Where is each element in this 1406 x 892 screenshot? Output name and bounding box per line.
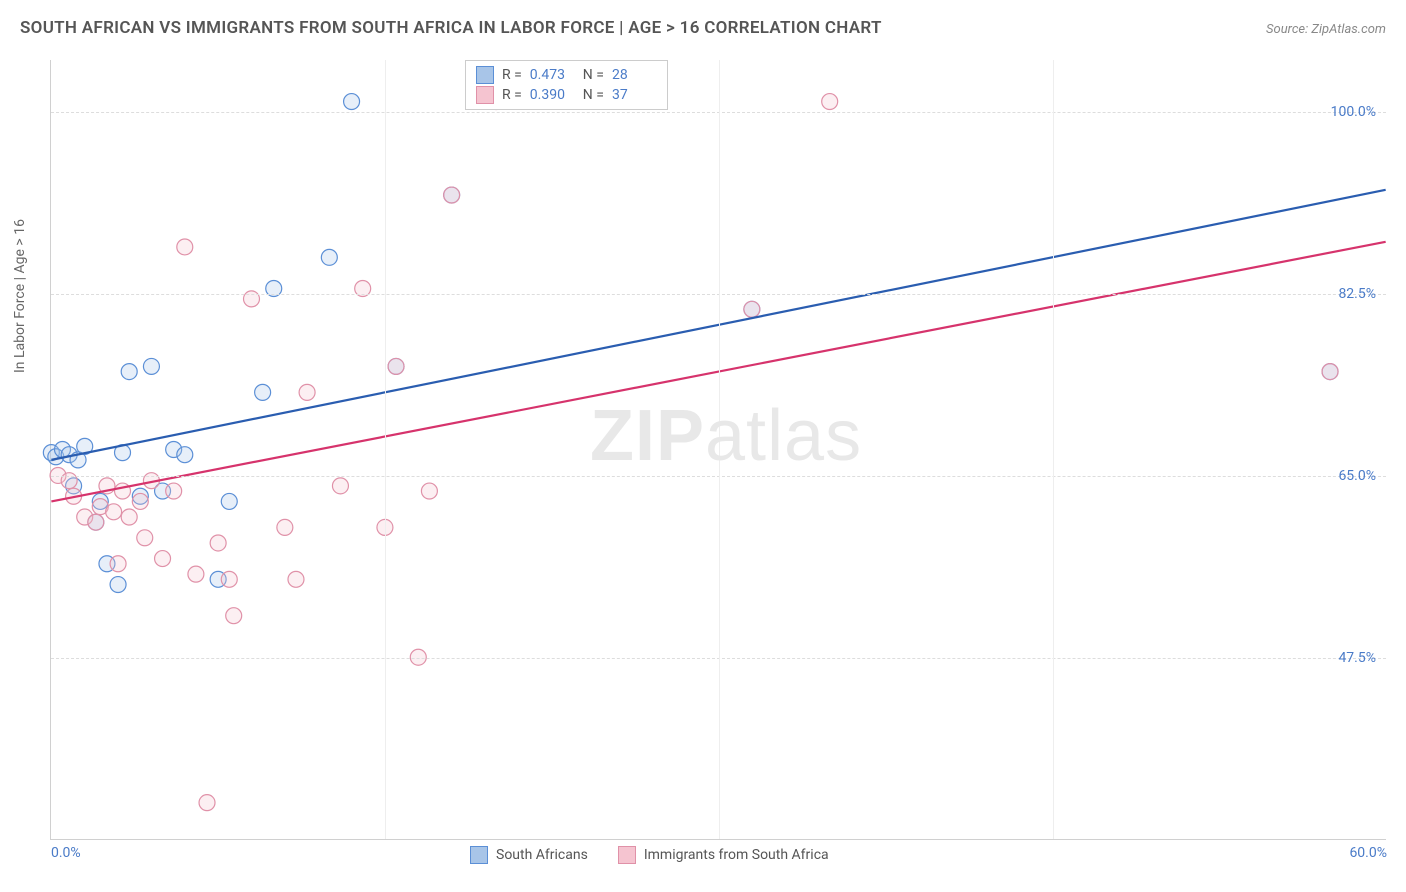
x-tick-label: 60.0% — [1349, 845, 1387, 861]
grid-line-v — [1053, 60, 1054, 839]
legend-swatch — [618, 846, 636, 864]
data-point — [143, 358, 159, 374]
data-point — [166, 483, 182, 499]
y-tick-label: 47.5% — [1338, 650, 1376, 666]
data-point — [177, 239, 193, 255]
chart-title: SOUTH AFRICAN VS IMMIGRANTS FROM SOUTH A… — [20, 18, 882, 38]
plot-area: 47.5%65.0%82.5%100.0%0.0%60.0% — [50, 60, 1386, 840]
legend-swatch — [476, 86, 494, 104]
y-tick-label: 65.0% — [1338, 468, 1376, 484]
stat-r-value: 0.390 — [530, 87, 575, 103]
stat-n-label: N = — [583, 87, 604, 103]
grid-line-v — [385, 60, 386, 839]
legend-stats-row: R = 0.473 N = 28 — [476, 65, 657, 85]
data-point — [255, 384, 271, 400]
data-point — [88, 514, 104, 530]
data-point — [221, 493, 237, 509]
data-point — [106, 504, 122, 520]
legend-stats-row: R = 0.390 N = 37 — [476, 85, 657, 105]
data-point — [155, 551, 171, 567]
data-point — [188, 566, 204, 582]
legend-label: Immigrants from South Africa — [644, 847, 829, 863]
legend-item: Immigrants from South Africa — [618, 846, 829, 864]
legend-item: South Africans — [470, 846, 588, 864]
data-point — [199, 795, 215, 811]
data-point — [332, 478, 348, 494]
data-point — [221, 571, 237, 587]
data-point — [344, 94, 360, 110]
stat-n-label: N = — [583, 67, 604, 83]
data-point — [226, 608, 242, 624]
data-point — [110, 577, 126, 593]
data-point — [277, 519, 293, 535]
data-point — [299, 384, 315, 400]
stat-r-value: 0.473 — [530, 67, 575, 83]
data-point — [110, 556, 126, 572]
data-point — [822, 94, 838, 110]
y-tick-label: 100.0% — [1331, 104, 1376, 120]
data-point — [177, 447, 193, 463]
data-point — [444, 187, 460, 203]
stat-r-label: R = — [502, 87, 522, 103]
y-tick-label: 82.5% — [1338, 286, 1376, 302]
x-tick-label: 0.0% — [51, 845, 81, 861]
data-point — [288, 571, 304, 587]
data-point — [744, 301, 760, 317]
data-point — [421, 483, 437, 499]
y-axis-title: In Labor Force | Age > 16 — [12, 219, 28, 373]
legend-label: South Africans — [496, 847, 588, 863]
stat-n-value: 28 — [612, 67, 657, 83]
legend-swatch — [470, 846, 488, 864]
data-point — [132, 493, 148, 509]
stat-n-value: 37 — [612, 87, 657, 103]
data-point — [137, 530, 153, 546]
data-point — [210, 535, 226, 551]
stat-r-label: R = — [502, 67, 522, 83]
source-attribution: Source: ZipAtlas.com — [1266, 22, 1386, 37]
legend-swatch — [476, 66, 494, 84]
data-point — [388, 358, 404, 374]
data-point — [321, 249, 337, 265]
legend-stats-box: R = 0.473 N = 28 R = 0.390 N = 37 — [465, 60, 668, 110]
data-point — [1322, 364, 1338, 380]
data-point — [121, 364, 137, 380]
data-point — [121, 509, 137, 525]
grid-line-v — [719, 60, 720, 839]
legend-bottom: South Africans Immigrants from South Afri… — [470, 846, 829, 864]
